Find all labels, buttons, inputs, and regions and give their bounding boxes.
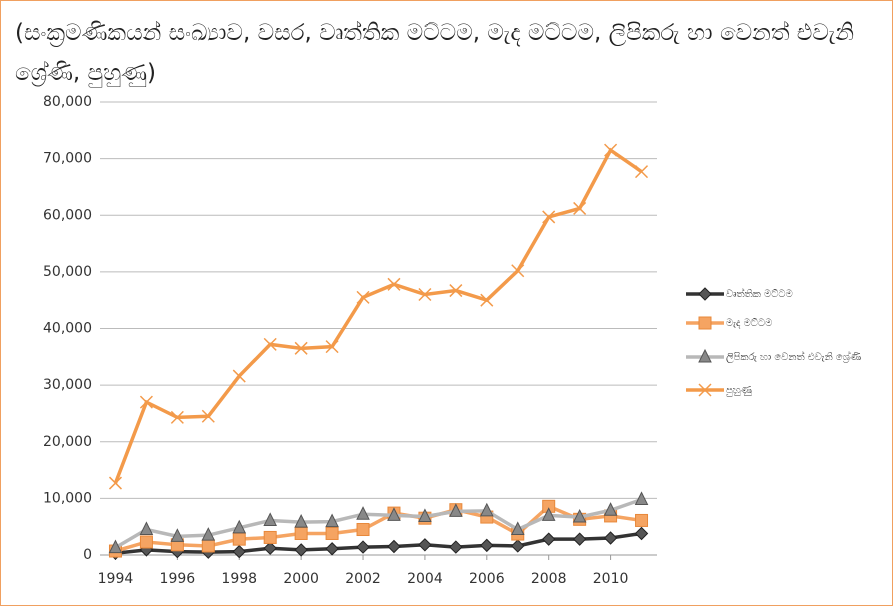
series-line <box>113 147 643 484</box>
data-point <box>541 532 556 546</box>
legend-label: වෘත්තික මට්ටම <box>726 287 793 300</box>
data-point <box>480 538 494 553</box>
y-tick-label: 10,000 <box>43 490 92 506</box>
y-tick-label: 40,000 <box>43 321 92 337</box>
data-point <box>325 526 339 540</box>
data-point <box>325 542 339 556</box>
data-point <box>418 508 432 522</box>
legend-label: පුහුණු <box>726 385 752 396</box>
data-point <box>201 539 215 553</box>
data-point <box>294 514 308 528</box>
data-point <box>325 513 339 528</box>
data-point <box>573 201 587 215</box>
legend-marker <box>698 348 712 363</box>
legend-label: මැද මට්ටම <box>726 317 772 329</box>
data-point <box>170 528 185 542</box>
data-point <box>108 476 123 490</box>
data-point <box>479 502 494 517</box>
data-point <box>604 143 618 157</box>
data-point <box>325 340 339 354</box>
data-point <box>634 491 649 506</box>
data-point <box>108 539 123 554</box>
data-point <box>356 540 370 554</box>
chart-title: (සංක්‍රමණිකයන් සංඛ්‍යාව, වසර, වෘත්තික මට… <box>15 20 855 86</box>
x-tick-label: 2000 <box>283 571 319 587</box>
data-point <box>387 539 401 554</box>
data-point <box>542 210 556 224</box>
x-tick-label: 1998 <box>221 571 257 587</box>
data-point <box>511 539 525 553</box>
data-point <box>232 519 247 534</box>
data-point <box>387 277 401 291</box>
x-tick-label: 2006 <box>469 571 505 587</box>
data-point <box>511 264 525 278</box>
data-point <box>232 532 246 546</box>
data-point <box>294 543 308 557</box>
x-tick-label: 1996 <box>160 571 196 587</box>
series-line <box>114 497 643 550</box>
data-point <box>294 526 308 540</box>
data-point <box>480 293 494 307</box>
data-point <box>356 290 370 304</box>
data-point <box>603 502 618 516</box>
data-point <box>572 532 587 546</box>
legend-marker <box>698 287 712 301</box>
data-point <box>603 531 618 545</box>
legend-marker <box>698 383 712 397</box>
data-point <box>201 409 215 423</box>
data-point <box>139 535 153 549</box>
data-point <box>449 284 463 298</box>
data-point <box>449 503 463 517</box>
data-point <box>263 337 277 351</box>
legend-marker <box>698 316 712 330</box>
data-point <box>634 165 649 179</box>
data-point <box>263 512 278 526</box>
data-point <box>356 506 370 520</box>
y-tick-label: 50,000 <box>43 264 92 280</box>
legend-label: ලිපිකරු හා වෙනත් එවැනි ශ්‍රේණි <box>726 350 861 363</box>
y-tick-label: 20,000 <box>43 434 92 450</box>
data-point <box>572 508 587 523</box>
data-point <box>139 395 153 409</box>
data-point <box>139 521 154 536</box>
data-point <box>263 541 277 555</box>
y-tick-label: 80,000 <box>43 94 92 110</box>
y-tick-label: 30,000 <box>43 377 92 393</box>
x-tick-label: 2008 <box>531 571 567 587</box>
data-point <box>634 526 649 541</box>
data-point <box>170 410 184 424</box>
data-point <box>510 521 525 536</box>
data-point <box>635 513 649 527</box>
data-point <box>387 507 401 521</box>
x-tick-label: 1994 <box>98 571 134 587</box>
data-point <box>356 523 370 537</box>
data-point <box>232 369 246 383</box>
y-tick-label: 0 <box>83 547 92 563</box>
data-point <box>294 341 308 355</box>
data-point <box>201 527 216 541</box>
x-tick-label: 2002 <box>345 571 381 587</box>
data-point <box>541 507 556 521</box>
data-point <box>418 287 432 302</box>
data-point <box>232 544 246 559</box>
x-tick-label: 2004 <box>407 571 443 587</box>
y-tick-label: 60,000 <box>43 207 92 223</box>
x-tick-label: 2010 <box>593 571 629 587</box>
y-tick-label: 70,000 <box>43 151 92 167</box>
data-point <box>263 530 277 544</box>
data-point <box>449 540 463 554</box>
data-point <box>418 538 432 552</box>
series-line <box>114 504 642 553</box>
